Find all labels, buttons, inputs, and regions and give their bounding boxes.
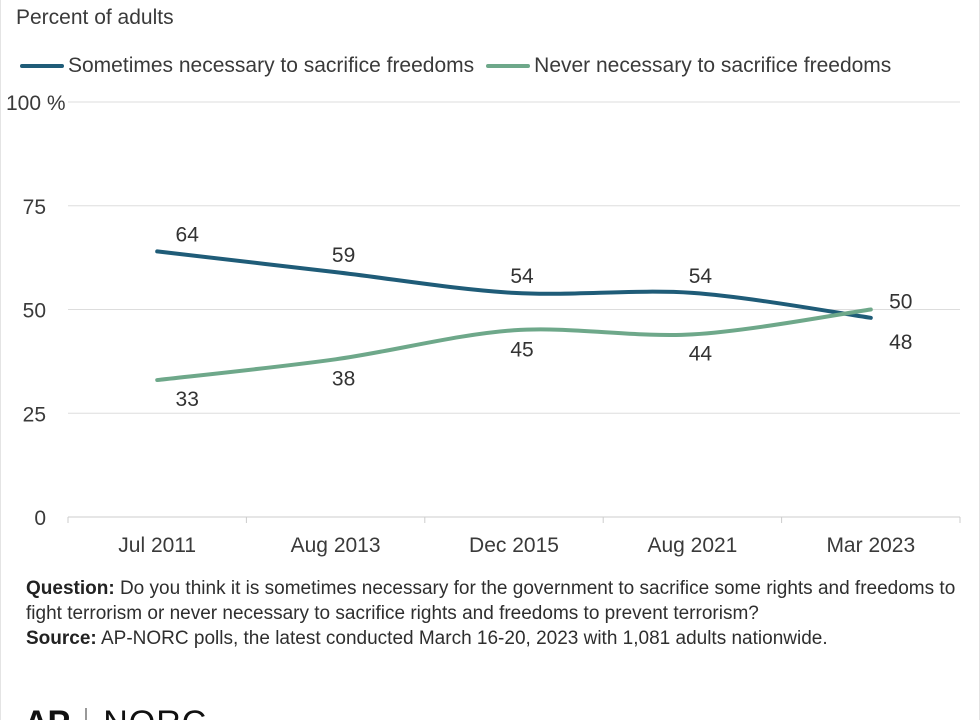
data-label-sometimes: 48 (889, 331, 912, 354)
logo-norc: NORC (103, 706, 207, 720)
x-tick-label: Mar 2023 (826, 534, 915, 557)
y-tick-label: 0 (34, 507, 46, 530)
legend-item-never: Never necessary to sacrifice freedoms (486, 54, 891, 78)
legend-swatch-sometimes (20, 64, 64, 68)
source-text: AP-NORC polls, the latest conducted Marc… (96, 628, 828, 649)
chart-legend: Sometimes necessary to sacrifice freedom… (20, 53, 903, 79)
legend-swatch-never (486, 64, 531, 68)
data-label-sometimes: 54 (689, 265, 713, 288)
data-label-never: 38 (332, 367, 355, 390)
legend-item-sometimes: Sometimes necessary to sacrifice freedom… (20, 54, 474, 78)
ap-norc-logo: AP NORC (24, 706, 207, 720)
x-tick-label: Aug 2013 (291, 534, 381, 557)
data-label-sometimes: 54 (510, 265, 534, 288)
left-border (0, 0, 1, 720)
line-chart: 0 25 50 75 100 % Jul 2011 Aug 2013 Dec 2015 Aug … (6, 92, 961, 557)
x-tick-label: Dec 2015 (469, 534, 559, 557)
source-note: Source: AP-NORC polls, the latest conduc… (26, 626, 956, 651)
logo-ap: AP (24, 706, 70, 720)
data-label-never: 45 (510, 338, 533, 361)
data-label-never: 50 (889, 291, 912, 314)
data-label-never: 33 (176, 388, 199, 411)
y-tick-label: 25 (23, 403, 46, 426)
chart-notes: Question: Do you think it is sometimes n… (26, 576, 956, 651)
question-text: Do you think it is sometimes necessary f… (26, 578, 956, 624)
data-label-never: 44 (689, 342, 713, 365)
y-tick-label: 50 (23, 300, 46, 323)
question-note: Question: Do you think it is sometimes n… (26, 576, 956, 626)
logo-separator (85, 708, 88, 720)
y-tick-label: 100 % (6, 92, 66, 115)
chart-subtitle: Percent of adults (16, 6, 174, 29)
source-label: Source: (26, 628, 97, 649)
legend-label-never: Never necessary to sacrifice freedoms (534, 54, 892, 77)
series-line-sometimes (155, 249, 873, 320)
question-label: Question: (26, 578, 115, 599)
legend-label-sometimes: Sometimes necessary to sacrifice freedom… (68, 54, 475, 77)
series-line-never (155, 307, 873, 383)
x-tick-label: Aug 2021 (647, 534, 737, 557)
x-tick-label: Jul 2011 (118, 534, 196, 557)
data-label-sometimes: 64 (176, 223, 200, 246)
y-tick-label: 75 (23, 196, 46, 219)
data-label-sometimes: 59 (332, 244, 355, 267)
